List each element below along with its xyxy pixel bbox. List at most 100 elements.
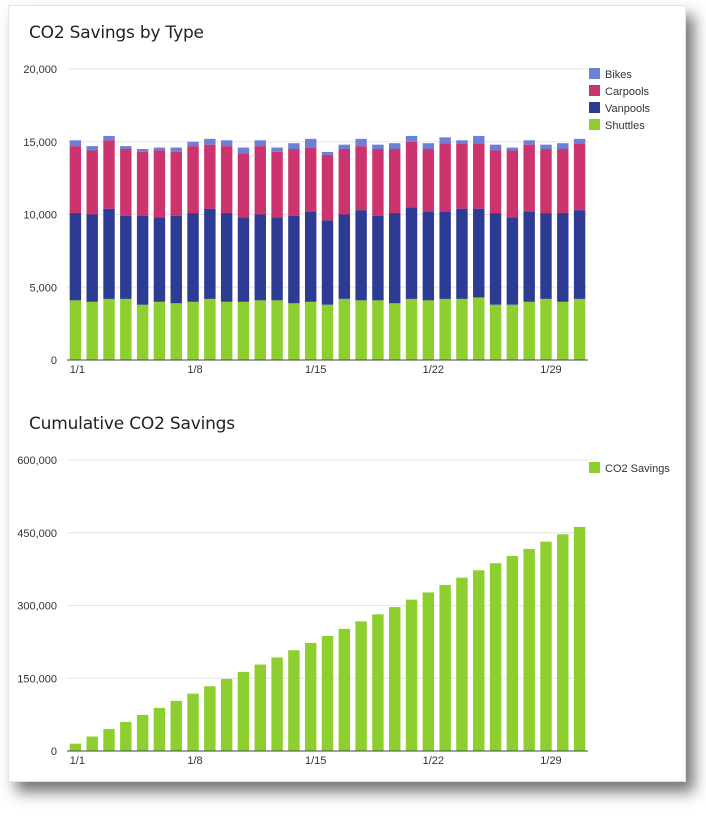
y-tick-label: 0 [51,355,57,367]
bar [204,686,216,751]
bar [120,149,132,216]
legend-swatch [589,68,600,79]
bar [489,144,502,151]
bar [372,614,384,751]
legend-swatch [589,119,600,130]
bar [573,526,586,751]
bar [506,217,519,305]
bar [405,298,418,360]
bar [557,149,569,214]
bar [120,146,132,150]
stacked-bar-chart: 0 5,000 10,000 15,000 20,000 1/1 1/8 1/15 1/22 1/… [23,64,651,376]
dashboard-card: CO2 Savings by Type Cumulative CO2 Savin… [8,5,686,782]
bar [220,301,233,360]
bar [489,213,502,305]
legend-label: Carpools [605,86,650,98]
bar [439,143,451,212]
bar [220,678,233,751]
bar [338,628,351,751]
bar [271,300,283,360]
bar [254,300,266,360]
bar [304,147,317,212]
bar [338,149,351,215]
y-tick-label: 0 [51,746,57,758]
bar [456,143,468,209]
bar [204,138,216,145]
bar [187,301,199,360]
bar [506,304,519,360]
bar [103,208,115,299]
x-tick-label: 1/22 [423,364,444,376]
bar [506,147,519,151]
bar [69,146,82,214]
legend-swatch [589,85,600,96]
bar [557,534,569,751]
bar [405,599,418,751]
bar [422,592,435,751]
bar [271,147,283,152]
bar [338,298,351,360]
legend-swatch [589,102,600,113]
bar [187,213,199,302]
legend-label: Vanpools [605,103,651,115]
bar [523,548,535,751]
bar [540,298,552,360]
bar [271,151,283,218]
bar [456,208,468,299]
bar [187,693,199,751]
bar [405,135,418,142]
x-tick-label: 1/8 [187,755,202,767]
bar [153,217,166,302]
y-tick-label: 450,000 [17,528,57,540]
bar [103,135,115,141]
bar [422,149,435,212]
bar [136,714,149,751]
x-tick-label: 1/1 [70,755,85,767]
bar [573,298,586,360]
bar [237,153,250,218]
bar [372,215,384,301]
bar [489,304,502,360]
bar [473,297,485,360]
bar [86,214,98,302]
bar [288,303,300,360]
bar [540,149,552,214]
bar [153,150,166,218]
bar [372,300,384,360]
bar [288,650,300,751]
bar [86,301,98,360]
bar [304,642,317,751]
bar [355,621,367,751]
bar [170,147,182,152]
bar [136,151,149,216]
bar [456,140,468,144]
bar [456,577,468,751]
bar [473,143,485,209]
bar [405,207,418,299]
y-tick-label: 15,000 [23,137,57,149]
bar [237,147,250,154]
bar [506,150,519,218]
bar [540,144,552,150]
bar [439,211,451,299]
bar [271,657,283,751]
bar [136,215,149,305]
bar [506,556,519,751]
bar [69,213,82,301]
bar [321,304,334,360]
bar [304,211,317,302]
bar [540,213,552,299]
bar [557,301,569,360]
bar [355,300,367,360]
bar [422,143,435,150]
bar [288,149,300,216]
bar [220,213,233,302]
x-tick-label: 1/29 [540,755,561,767]
bar [153,147,166,151]
bar [405,141,418,208]
bar [473,135,485,144]
bar [170,303,182,360]
bar [153,707,166,751]
bar [321,220,334,305]
bar [489,150,502,214]
